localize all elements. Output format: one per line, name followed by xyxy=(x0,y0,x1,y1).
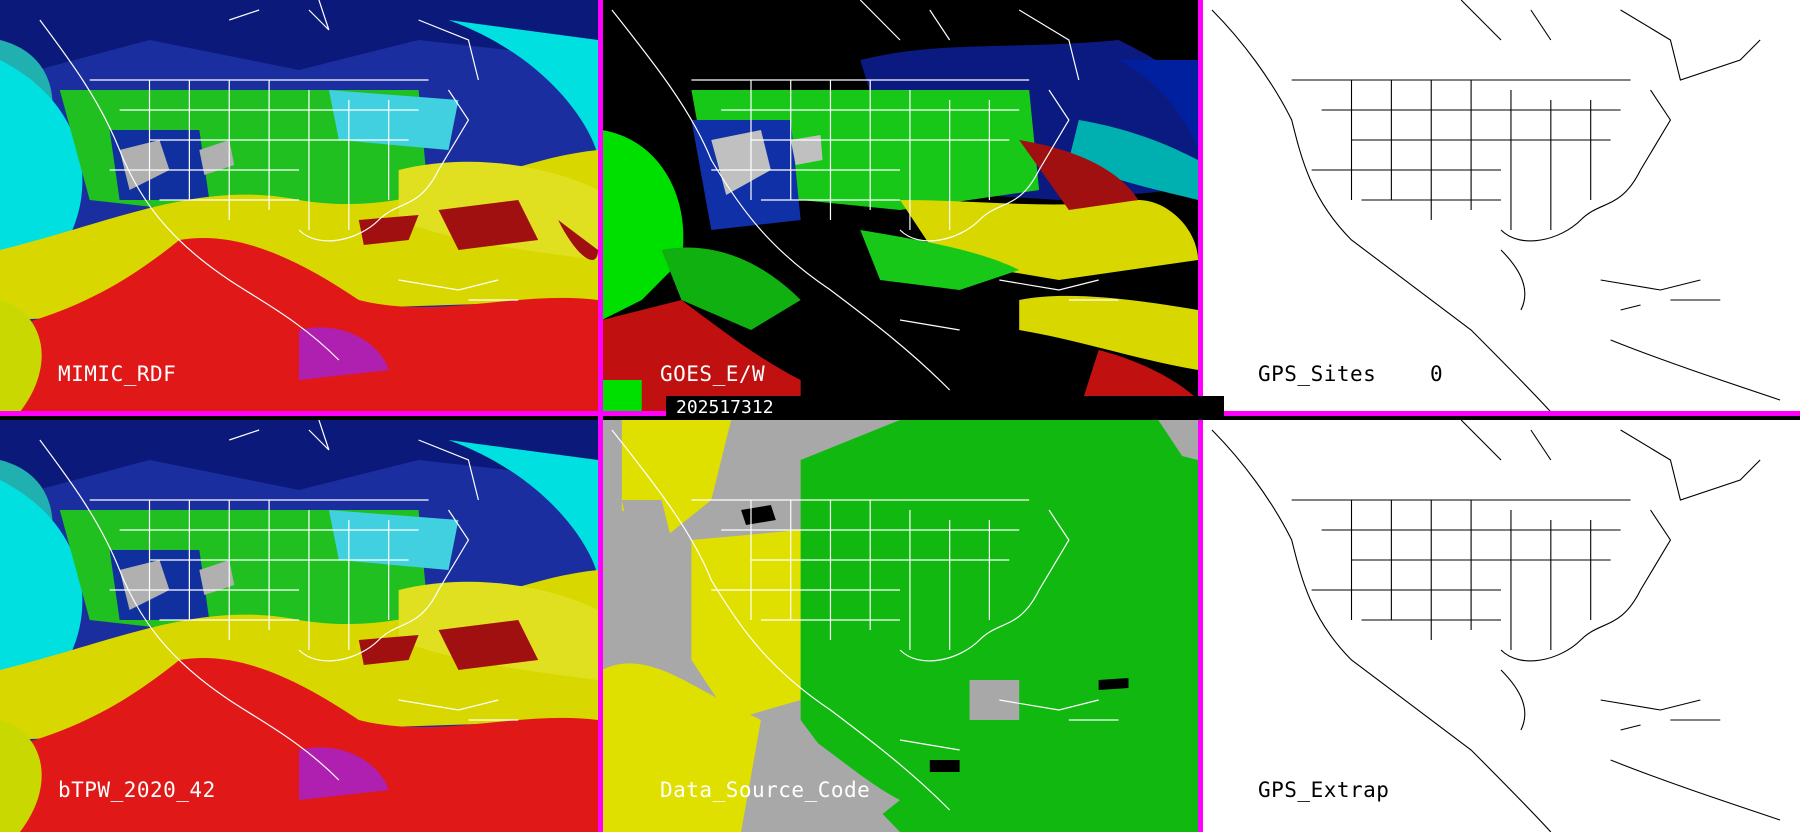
panel-mimic-rdf: MIMIC_RDF xyxy=(0,0,598,412)
timestamp-bar: 202517312 xyxy=(666,396,1224,420)
panel-btpw: bTPW_2020_42 xyxy=(0,420,598,832)
panel-label: GPS_Sites xyxy=(1258,362,1377,386)
panel-data-source-code: Data_Source_Code xyxy=(602,420,1198,832)
panel-gps-sites: GPS_Sites 0 xyxy=(1202,0,1800,412)
panel-label: GPS_Extrap xyxy=(1258,778,1390,802)
tpw-map-2 xyxy=(0,420,598,832)
vertical-divider-left xyxy=(598,0,603,832)
outline-map-2 xyxy=(1202,420,1800,832)
panel-label: MIMIC_RDF xyxy=(58,362,177,386)
panel-label: bTPW_2020_42 xyxy=(58,778,216,802)
panel-label: GOES_E/W xyxy=(660,362,766,386)
panel-goes-ew: GOES_E/W xyxy=(602,0,1198,412)
gps-site-count: 0 xyxy=(1430,362,1444,386)
tpw-map-1 xyxy=(0,0,598,412)
goes-map xyxy=(602,0,1198,412)
panel-label: Data_Source_Code xyxy=(660,778,871,802)
panel-gps-extrap: GPS_Extrap xyxy=(1202,420,1800,832)
outline-map-1 xyxy=(1202,0,1800,412)
data-source-map xyxy=(602,420,1198,832)
